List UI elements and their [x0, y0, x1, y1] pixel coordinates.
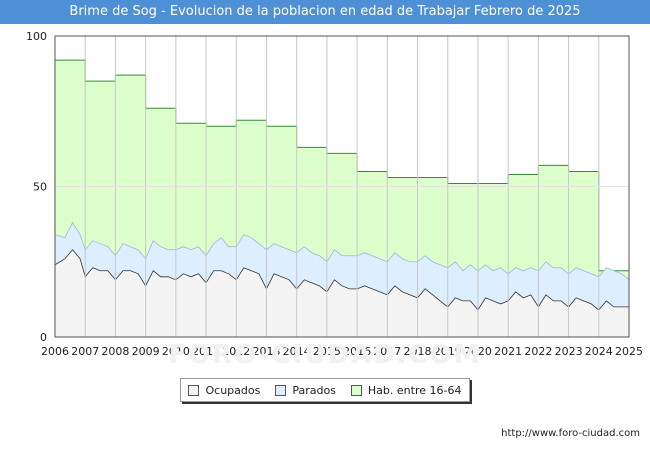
x-tick-label: 2021	[494, 345, 522, 358]
legend-label-hab: Hab. entre 16-64	[367, 383, 462, 397]
source-url: http://www.foro-ciudad.com	[501, 428, 640, 439]
watermark: FORO-CIUDAD.COM	[168, 340, 482, 370]
legend-item-hab: Hab. entre 16-64	[350, 383, 462, 397]
x-tick-label: 2018	[404, 345, 432, 358]
x-tick-label: 2006	[41, 345, 69, 358]
x-tick-label: 2017	[373, 345, 401, 358]
y-tick-label: 100	[26, 30, 47, 43]
x-tick-label: 2010	[162, 345, 190, 358]
x-tick-label: 2013	[252, 345, 280, 358]
x-tick-label: 2016	[343, 345, 371, 358]
legend-item-parados: Parados	[275, 384, 336, 397]
legend-swatch-hab	[350, 384, 362, 396]
chart-legend: Ocupados Parados Hab. entre 16-64	[180, 378, 470, 402]
y-tick-label: 50	[33, 181, 47, 194]
chart-title: Brime de Sog - Evolucion de la poblacion…	[0, 0, 650, 24]
x-tick-label: 2022	[524, 345, 552, 358]
x-tick-label: 2007	[71, 345, 99, 358]
legend-label-ocupados: Ocupados	[205, 383, 261, 397]
parados-line	[54, 221, 630, 281]
x-tick-label: 2015	[313, 345, 341, 358]
ocupados-line	[54, 249, 629, 311]
x-tick-label: 2008	[101, 345, 129, 358]
x-tick-label: 2025	[615, 345, 643, 358]
x-tick-label: 2012	[222, 345, 250, 358]
legend-swatch-parados	[275, 384, 287, 396]
x-tick-label: 2014	[283, 345, 311, 358]
legend-label-parados: Parados	[292, 383, 336, 397]
legend-item-ocupados: Ocupados	[188, 384, 260, 397]
y-tick-label: 0	[40, 331, 47, 344]
x-tick-label: 2023	[555, 345, 583, 358]
x-tick-label: 2020	[464, 345, 492, 358]
x-tick-label: 2009	[132, 345, 160, 358]
ocupados-area	[55, 249, 629, 337]
x-tick-label: 2024	[585, 345, 613, 358]
x-tick-label: 2019	[434, 345, 462, 358]
plot-frame	[54, 35, 630, 338]
x-tick-label: 2011	[192, 345, 220, 358]
legend-swatch-ocupados	[188, 384, 200, 396]
